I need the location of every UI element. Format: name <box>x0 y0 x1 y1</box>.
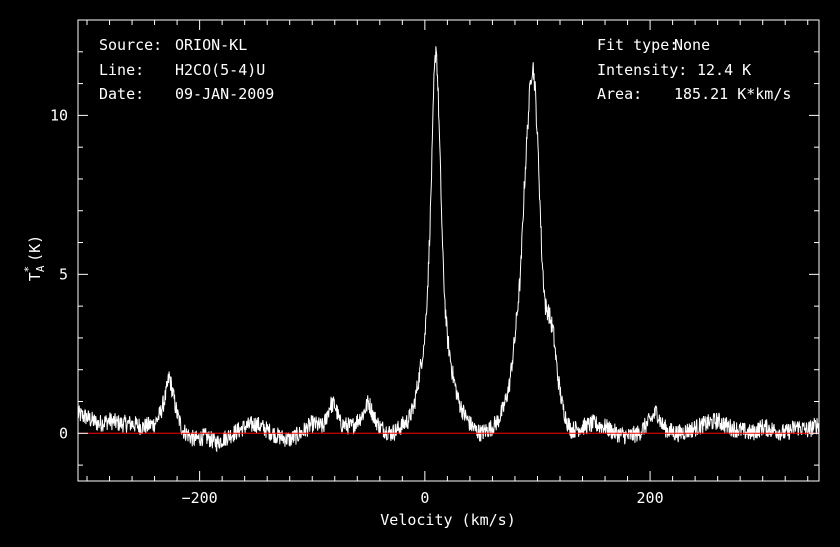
line-value: H2CO(5-4)U <box>175 61 265 79</box>
y-tick-label: 0 <box>59 424 68 442</box>
date-value: 09-JAN-2009 <box>175 85 274 103</box>
y-axis-title-sup: * <box>22 266 35 273</box>
y-tick-label: 5 <box>59 265 68 283</box>
date-label: Date: <box>99 85 144 103</box>
fit-type-value: None <box>674 36 710 54</box>
svg-text:TA*(K): TA* (K) <box>22 235 47 281</box>
y-axis-title-unit: (K) <box>26 235 44 262</box>
area-value: 185.21 K*km/s <box>674 85 791 103</box>
y-axis-title-sub: A <box>34 265 47 272</box>
y-axis-title: TA* (K) <box>22 235 47 281</box>
fit-type-label: Fit type: <box>597 36 678 54</box>
source-label: Source: <box>99 36 162 54</box>
source-value: ORION-KL <box>175 36 247 54</box>
plot-frame <box>77 19 820 482</box>
intensity-value: 12.4 K <box>697 61 751 79</box>
y-axis-title-main: T <box>26 272 44 281</box>
x-tick-label: −200 <box>182 489 218 507</box>
x-axis-title: Velocity (km/s) <box>380 511 515 529</box>
x-tick-label: 200 <box>637 489 664 507</box>
line-label: Line: <box>99 61 144 79</box>
spectrum-line <box>77 46 820 453</box>
area-label: Area: <box>597 85 642 103</box>
x-tick-label: 0 <box>420 489 429 507</box>
intensity-label: Intensity: <box>597 61 687 79</box>
y-tick-label: 10 <box>50 106 68 124</box>
axis-ticks: −200 0 200 0 5 10 <box>50 20 819 507</box>
chart-marks <box>77 46 820 453</box>
